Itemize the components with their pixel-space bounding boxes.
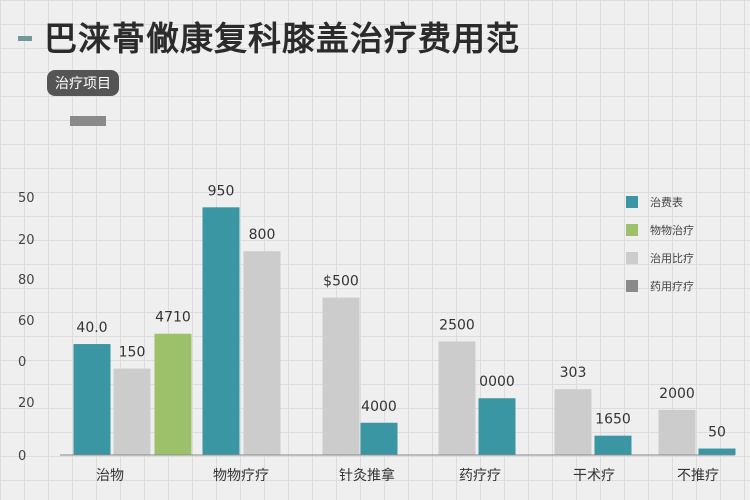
legend-swatch xyxy=(626,252,638,264)
bar xyxy=(243,251,281,455)
chart-subtitle: 治疗项目 xyxy=(47,70,119,96)
bar-value-label: $500 xyxy=(323,274,359,290)
legend-swatch xyxy=(626,280,638,292)
bar-value-label: 50 xyxy=(708,425,726,441)
y-tick-label: 20 xyxy=(18,396,35,411)
bar-value-label: 950 xyxy=(208,183,235,199)
legend-label: 物物治疗 xyxy=(650,224,694,237)
x-tick-label: 干术疗 xyxy=(573,468,615,484)
legend-item: 治费表 xyxy=(626,188,694,216)
bar xyxy=(554,389,592,455)
bar xyxy=(360,422,398,455)
bar xyxy=(113,368,151,455)
legend-item: 物物治疗 xyxy=(626,216,694,244)
bar-label-layer: 40.0 150 4710 950 800 $500 4000 2500 0000 303 1650… xyxy=(76,183,726,440)
bar-value-label: 2500 xyxy=(439,317,475,333)
legend-swatch xyxy=(626,224,638,236)
bar xyxy=(658,409,696,455)
bar-value-label: 40.0 xyxy=(76,320,107,336)
x-tick-label: 物物疗疗 xyxy=(213,468,269,484)
y-tick-label: 20 xyxy=(18,233,35,248)
bar xyxy=(698,448,736,455)
x-tick-label: 不推疗 xyxy=(677,468,719,484)
title-accent-mark xyxy=(18,36,32,41)
bar xyxy=(478,398,516,455)
legend-swatch xyxy=(626,196,638,208)
bar xyxy=(202,207,240,455)
x-axis: 治物 物物疗疗 针灸推拿 药疗疗 干术疗 不推疗 xyxy=(60,454,735,484)
legend-label: 治费表 xyxy=(650,196,683,209)
x-tick-label: 药疗疗 xyxy=(459,468,501,484)
bar-layer xyxy=(73,207,736,455)
y-tick-label: 60 xyxy=(18,314,35,329)
x-tick-label: 针灸推拿 xyxy=(339,467,395,484)
bar xyxy=(73,344,111,455)
y-tick-label: 0 xyxy=(18,355,26,370)
bar-value-label: 2000 xyxy=(659,386,695,402)
bar-value-label: 303 xyxy=(560,365,587,381)
y-tick-label: 0 xyxy=(18,449,26,464)
legend: 治费表物物治疗治用比疗药用疗疗 xyxy=(626,188,694,300)
bar-value-label: 4000 xyxy=(361,399,397,415)
x-tick-label: 治物 xyxy=(96,468,124,484)
y-axis: 50 20 80 60 0 20 0 xyxy=(18,191,35,464)
legend-label: 治用比疗 xyxy=(650,252,694,265)
bar xyxy=(154,333,192,455)
bar-value-label: 0000 xyxy=(479,374,515,390)
legend-label: 药用疗疗 xyxy=(650,280,694,293)
legend-item: 治用比疗 xyxy=(626,244,694,272)
bar-value-label: 1650 xyxy=(595,412,631,428)
bar xyxy=(438,341,476,455)
y-tick-label: 80 xyxy=(18,273,35,288)
y-tick-label: 50 xyxy=(18,191,35,206)
bar-value-label: 800 xyxy=(249,227,276,243)
subtitle-placeholder-bar xyxy=(70,116,106,126)
bar xyxy=(322,297,360,455)
chart-title: 巴涞蓇僘康复科膝盖治疗费用范 xyxy=(44,19,520,58)
bar-value-label: 150 xyxy=(119,345,146,361)
bar-value-label: 4710 xyxy=(155,310,191,326)
legend-item: 药用疗疗 xyxy=(626,272,694,300)
bar xyxy=(594,435,632,455)
